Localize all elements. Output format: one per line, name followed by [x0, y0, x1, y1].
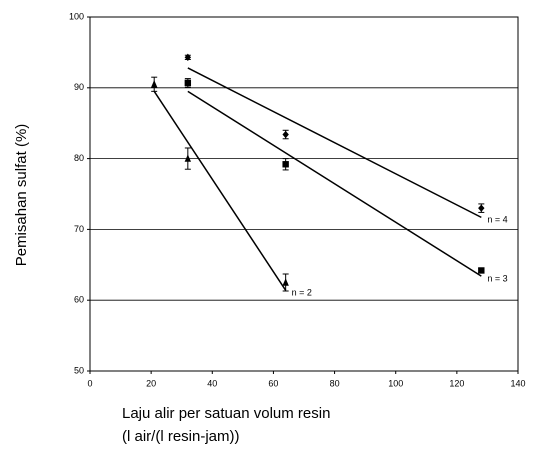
- point: [478, 204, 485, 212]
- trend-line: [153, 90, 287, 291]
- point: [184, 79, 192, 87]
- x-axis-label: (l air/(l resin-jam)): [122, 428, 240, 445]
- x-tick-label: 80: [330, 378, 340, 388]
- y-tick-label: 90: [74, 82, 84, 92]
- point: [282, 161, 289, 168]
- y-tick-label: 70: [74, 224, 84, 234]
- x-tick-label: 60: [268, 378, 278, 388]
- point: [282, 278, 289, 286]
- y-tick-label: 80: [74, 153, 84, 163]
- point: [184, 53, 192, 62]
- y-tick-label: 50: [74, 365, 84, 375]
- plot-area: [89, 16, 519, 372]
- x-tick-label: 120: [449, 378, 464, 388]
- point: [478, 267, 485, 274]
- point: [184, 154, 192, 162]
- trend-line: [187, 67, 482, 219]
- x-tick-label: 0: [87, 378, 92, 388]
- series-label: n = 3: [487, 274, 507, 284]
- x-tick-label: 20: [146, 378, 156, 388]
- series-label: n = 2: [292, 288, 312, 298]
- point: [282, 130, 289, 139]
- x-axis-label: Laju alir per satuan volum resin: [122, 405, 330, 422]
- y-tick-label: 60: [74, 295, 84, 305]
- y-tick-label: 100: [69, 11, 84, 21]
- trend-line: [187, 90, 482, 277]
- y-axis-label: Pemisahan sulfat (%): [13, 124, 30, 267]
- point: [151, 80, 158, 88]
- x-tick-label: 100: [388, 378, 403, 388]
- x-tick-label: 40: [207, 378, 217, 388]
- x-tick-label: 140: [510, 378, 525, 388]
- series-label: n = 4: [487, 215, 507, 225]
